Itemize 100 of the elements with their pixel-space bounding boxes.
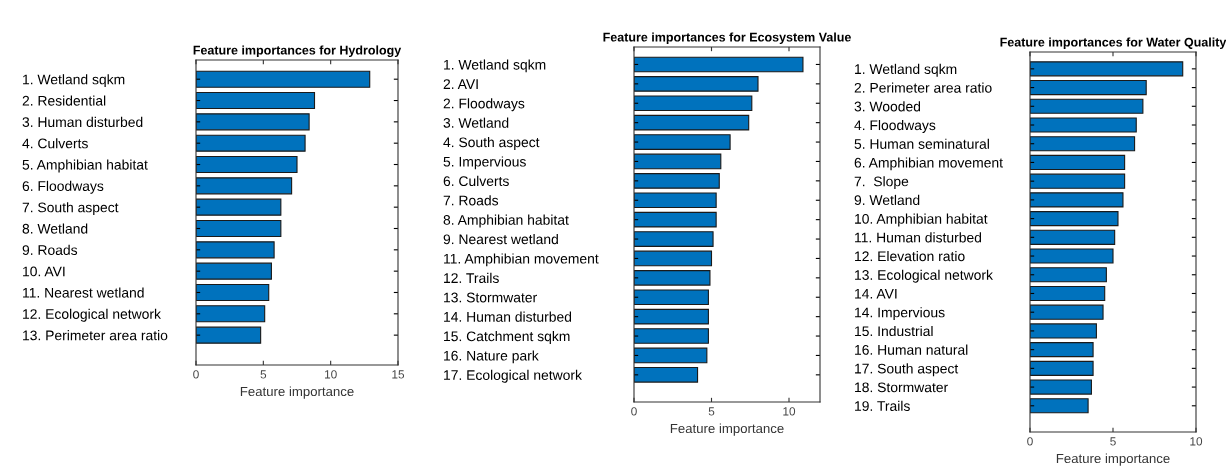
bar <box>196 326 262 344</box>
bar <box>634 153 722 170</box>
y-tick-label: 2. AVI <box>443 79 478 89</box>
bar <box>1030 342 1094 358</box>
y-tick-label: 9. Roads <box>22 244 78 255</box>
y-tick-label: 7. South aspect <box>22 202 119 216</box>
y-tick-label: 7. Roads <box>443 195 499 206</box>
y-tick-label: 1. Wetland sqkm <box>444 59 546 73</box>
bar <box>196 155 298 174</box>
y-tick-label: 3. Wooded <box>854 101 921 112</box>
x-axis-title: Feature importance <box>1056 453 1170 466</box>
y-tick-label: 1. Wetland sqkm <box>855 63 957 77</box>
y-tick-label: 12. Elevation ratio <box>855 251 965 262</box>
bar <box>1030 304 1104 320</box>
bar <box>1030 379 1092 395</box>
y-tick-label: 15. Industrial <box>855 325 933 337</box>
bar <box>634 173 720 189</box>
y-tick-label: 13. Stormwater <box>444 292 537 303</box>
y-tick-label: 12. Trails <box>444 272 499 284</box>
y-tick-label: 16. Human natural <box>855 344 968 355</box>
y-tick-label: 8. Wetland <box>22 223 88 234</box>
bar <box>634 347 708 364</box>
bar <box>634 134 731 150</box>
bar <box>1030 173 1126 189</box>
bar <box>196 198 282 216</box>
bar <box>634 76 759 92</box>
bar <box>634 114 750 131</box>
y-tick-label: 17. Ecological network <box>444 369 582 383</box>
y-tick-label: 19. Trails <box>855 400 910 411</box>
bar <box>1030 360 1094 376</box>
y-tick-label: 14. Impervious <box>855 307 945 321</box>
bar <box>1030 229 1116 245</box>
chart-title: Feature importances for Water Quality <box>1000 37 1226 50</box>
y-tick-label: 8. Amphibian habitat <box>443 214 569 228</box>
bar <box>1030 285 1106 302</box>
y-tick-label: 4. South aspect <box>443 137 540 150</box>
bar <box>196 177 293 195</box>
y-tick-label: 6. Floodways <box>22 180 104 194</box>
x-tick-label: 0 <box>1027 437 1033 446</box>
chart-title: Feature importances for Ecosystem Value <box>603 32 851 45</box>
y-tick-label: 18. Stormwater <box>855 382 948 393</box>
bar <box>1030 192 1124 208</box>
bar <box>634 367 699 383</box>
y-tick-label: 11. Amphibian movement <box>444 253 599 267</box>
y-tick-label: 13. Perimeter area ratio <box>23 330 168 341</box>
bar <box>1030 61 1184 77</box>
bar <box>1030 398 1089 414</box>
y-tick-label: 13. Ecological network <box>855 269 993 283</box>
y-tick-label: 2. Residential <box>22 95 106 106</box>
y-tick-label: 11. Human disturbed <box>855 232 982 243</box>
bar <box>196 219 282 238</box>
bar <box>196 305 266 323</box>
x-axis-title: Feature importance <box>240 386 354 399</box>
y-tick-label: 3. Human disturbed <box>22 116 143 128</box>
bar <box>634 95 753 112</box>
bar <box>196 283 270 302</box>
y-tick-label: 10. AVI <box>23 266 65 277</box>
bar <box>634 308 709 325</box>
bar <box>196 241 275 259</box>
bar <box>1030 267 1107 283</box>
y-tick-label: 14. Human disturbed <box>444 311 572 322</box>
y-tick-label: 5. Impervious <box>443 156 526 170</box>
bar <box>1030 117 1137 133</box>
bar <box>1030 248 1114 264</box>
x-axis-title: Feature importance <box>670 423 784 436</box>
bar <box>634 328 709 344</box>
y-tick-label: 17. South aspect <box>855 363 959 377</box>
bar <box>196 262 272 280</box>
y-tick-label: 2. Floodways <box>443 98 525 112</box>
bar <box>1030 79 1147 96</box>
y-tick-label: 5. Amphibian habitat <box>22 159 148 173</box>
bar <box>634 289 709 306</box>
y-tick-label: 7. Slope <box>854 176 909 190</box>
bar <box>634 211 717 228</box>
y-tick-label: 11. Nearest wetland <box>23 287 144 298</box>
y-tick-label: 10. Amphibian habitat <box>855 213 988 227</box>
y-tick-label: 2. Perimeter area ratio <box>854 82 992 93</box>
bar <box>196 134 306 152</box>
x-tick-label: 10 <box>325 370 337 379</box>
y-tick-label: 15. Catchment sqkm <box>444 331 570 344</box>
y-tick-label: 6. Culverts <box>443 175 509 187</box>
bar <box>1030 98 1144 114</box>
y-tick-label: 6. Amphibian movement <box>854 157 1003 171</box>
x-tick-label: 0 <box>193 370 199 379</box>
y-tick-label: 9. Nearest wetland <box>443 234 558 245</box>
y-tick-label: 16. Nature park <box>444 350 539 364</box>
bar <box>196 70 371 88</box>
bar <box>634 270 711 286</box>
y-tick-label: 1. Wetland sqkm <box>23 74 125 88</box>
bar <box>196 113 310 131</box>
x-tick-label: 0 <box>631 407 637 416</box>
x-tick-label: 10 <box>1190 437 1203 446</box>
x-tick-label: 10 <box>783 407 796 416</box>
x-tick-label: 5 <box>1110 437 1116 446</box>
bar <box>196 91 316 110</box>
bar <box>1030 323 1097 339</box>
y-tick-label: 5. Human seminatural <box>854 138 989 149</box>
x-tick-label: 15 <box>392 370 405 379</box>
y-tick-label: 12. Ecological network <box>23 308 161 322</box>
chart-title: Feature importances for Hydrology <box>193 45 402 58</box>
